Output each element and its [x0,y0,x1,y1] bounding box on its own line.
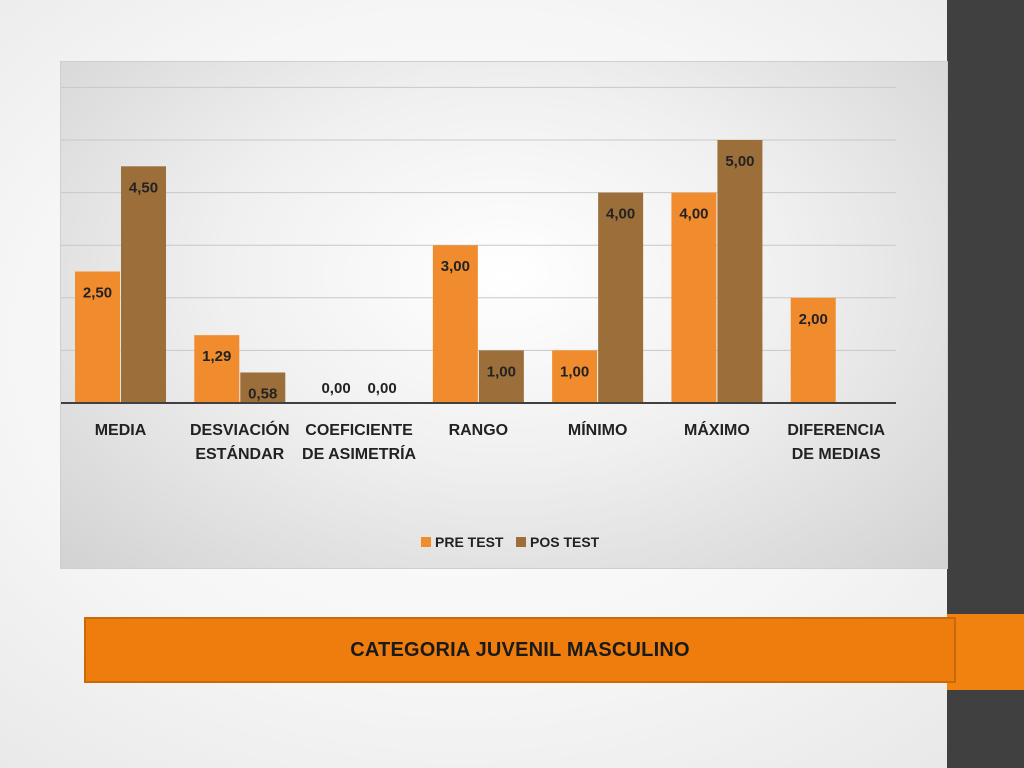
side-accent-block [947,614,1024,690]
data-label: 2,00 [799,311,828,328]
legend-swatch [421,537,431,547]
data-label: 3,00 [441,258,470,275]
bar-pos-test [717,140,763,403]
caption-box: CATEGORIA JUVENIL MASCULINO [84,617,956,683]
data-label: 1,00 [560,363,589,380]
legend-label: PRE TEST [435,534,504,550]
category-label: DE ASIMETRÍA [302,444,417,463]
data-label: 0,00 [321,380,350,397]
bar-pre-test [552,350,598,403]
category-label: RANGO [449,422,509,439]
category-label: DESVIACIÓN [190,420,290,439]
data-label: 4,50 [129,179,158,196]
data-label: 4,00 [606,206,635,223]
category-label: DIFERENCIA [787,422,885,439]
category-label: MÍNIMO [568,420,628,439]
bar-pos-test [598,192,644,403]
bar-pre-test [790,297,836,403]
bar-pre-test [671,192,717,403]
bar-pos-test [478,350,524,403]
legend-swatch [516,537,526,547]
data-label: 1,29 [202,348,231,365]
caption-title: CATEGORIA JUVENIL MASCULINO [350,638,690,661]
data-label: 4,00 [679,206,708,223]
data-label: 5,00 [725,153,754,170]
legend-label: POS TEST [530,534,600,550]
bar-pre-test [194,335,240,403]
category-label: DE MEDIAS [792,446,881,463]
bar-pre-test [432,245,478,403]
bar-pre-test [75,271,120,403]
bar-chart: 2,50 1,29 0,00 3,00 1,00 4,00 2,00 4,50 0,58 0,00… [61,86,896,550]
bar-pos-test [121,166,166,403]
category-label: ESTÁNDAR [195,444,284,463]
category-label: MEDIA [95,422,147,439]
chart-area: 2,50 1,29 0,00 3,00 1,00 4,00 2,00 4,50 0,58 0,00… [60,61,948,569]
data-label: 0,00 [367,380,396,397]
data-label: 1,00 [487,363,516,380]
data-label: 2,50 [83,285,112,302]
category-label: MÁXIMO [684,420,750,439]
category-label: COEFICIENTE [305,422,413,439]
bar-pos-test [240,372,286,403]
data-label: 0,58 [248,385,277,402]
